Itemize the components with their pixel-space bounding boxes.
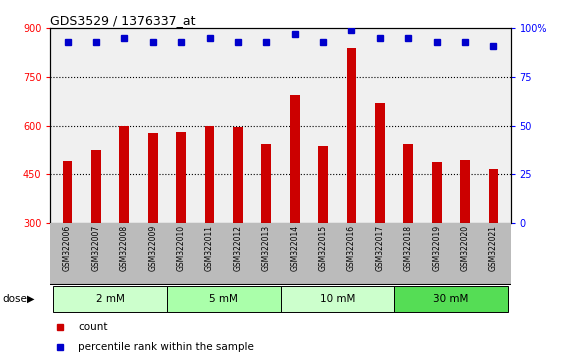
Bar [233,127,243,223]
Bar [148,133,158,223]
Bar [460,160,470,223]
Text: GSM322013: GSM322013 [262,225,271,271]
Text: 10 mM: 10 mM [320,294,355,304]
Text: GSM322010: GSM322010 [177,225,186,271]
Text: ▶: ▶ [27,294,34,304]
Bar [261,144,272,223]
Bar [53,286,167,312]
Text: GDS3529 / 1376337_at: GDS3529 / 1376337_at [50,14,196,27]
Bar [375,103,385,223]
Text: GSM322009: GSM322009 [148,225,157,271]
Text: GSM322016: GSM322016 [347,225,356,271]
Text: 30 mM: 30 mM [433,294,468,304]
Bar [318,146,328,223]
Bar [394,286,508,312]
Bar [432,162,442,223]
Text: GSM322018: GSM322018 [404,225,413,271]
Text: 2 mM: 2 mM [96,294,125,304]
Bar [167,286,280,312]
Bar [347,48,356,223]
Text: 5 mM: 5 mM [209,294,238,304]
Text: dose: dose [3,294,27,304]
Text: GSM322017: GSM322017 [375,225,384,271]
Text: GSM322008: GSM322008 [120,225,129,271]
Text: GSM322012: GSM322012 [233,225,242,271]
Bar [176,131,186,223]
Text: GSM322014: GSM322014 [290,225,299,271]
Text: GSM322007: GSM322007 [91,225,100,271]
Text: GSM322011: GSM322011 [205,225,214,271]
Bar [489,169,498,223]
Text: GSM322006: GSM322006 [63,225,72,271]
Bar [63,161,72,223]
Bar [119,126,129,223]
Bar [403,144,413,223]
Text: GSM322015: GSM322015 [319,225,328,271]
Bar [205,126,214,223]
Text: count: count [78,322,108,332]
Bar [280,286,394,312]
Text: GSM322019: GSM322019 [432,225,441,271]
Text: percentile rank within the sample: percentile rank within the sample [78,342,254,352]
Text: GSM322021: GSM322021 [489,225,498,271]
Bar [91,150,101,223]
Bar [289,96,300,223]
Text: GSM322020: GSM322020 [461,225,470,271]
